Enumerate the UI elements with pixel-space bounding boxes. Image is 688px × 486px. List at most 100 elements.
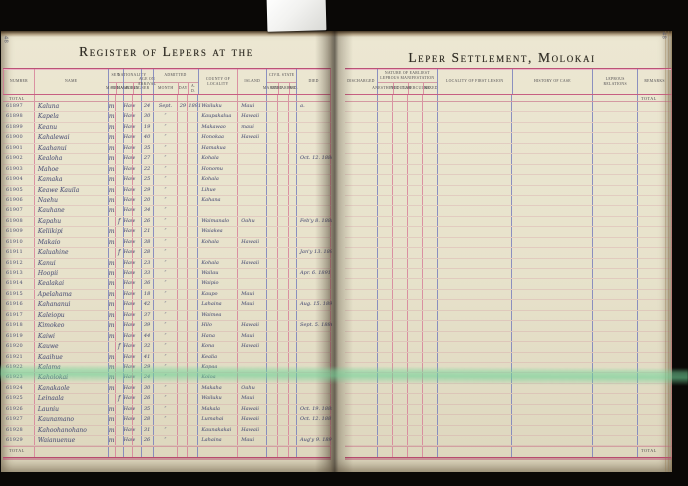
register-row <box>345 352 672 363</box>
register-cell-q6 <box>436 436 512 446</box>
register-row: 61918 Kimokeo m Haw 39 ″ Hilo Hawaii Sept. 5. 18… <box>3 321 334 332</box>
left-page: Register of Lepers at the Number Name Se… <box>1 31 336 472</box>
register-cell-il: maui <box>237 122 266 133</box>
register-cell-q9 <box>637 95 671 101</box>
register-cell-q4 <box>406 95 422 101</box>
register-cell-cw <box>288 258 296 268</box>
register-cell-ag <box>140 447 153 458</box>
register-cell-q6 <box>436 394 512 404</box>
register-cell-q5 <box>421 175 437 185</box>
register-row: 61921 Kaaihue m Haw 41 ″ Kealia <box>3 352 331 363</box>
register-row: 61925 Leinaala f Haw 26 ″ Wailuku Maui <box>3 394 331 405</box>
register-cell-nf <box>131 331 141 342</box>
register-row <box>345 331 672 343</box>
register-cell-am: ″ <box>152 112 178 122</box>
register-cell-q7 <box>511 237 592 248</box>
register-cell-cu <box>277 425 288 435</box>
register-cell-il <box>237 185 266 195</box>
register-cell-cw <box>288 154 296 164</box>
register-cell-q3 <box>391 383 407 394</box>
register-cell-am: ″ <box>152 394 178 404</box>
register-cell-dd: Aug'y 9. 1891 <box>296 436 335 446</box>
register-cell-lc: Kapaa <box>197 362 237 373</box>
register-cell-q6 <box>436 310 512 321</box>
register-cell-lc: Makala <box>197 404 237 415</box>
register-cell-il: Maui <box>237 289 266 300</box>
register-cell-ay <box>187 248 197 258</box>
total-row-bottom-left: Total <box>3 446 331 459</box>
register-cell-q4 <box>406 227 422 237</box>
register-cell-q1 <box>345 165 377 174</box>
register-cell-nm: Kaluna <box>33 102 108 112</box>
register-cell-q8 <box>592 206 637 216</box>
register-cell-q6 <box>436 206 512 216</box>
register-cell-cw <box>288 436 296 446</box>
col-header-died: Died <box>296 69 330 94</box>
register-cell-q8 <box>592 321 637 331</box>
register-cell-q6 <box>436 289 512 300</box>
register-cell-q6 <box>436 300 512 310</box>
register-cell-cm <box>266 362 277 373</box>
register-cell-nm <box>33 447 108 458</box>
register-cell-q9 <box>637 185 671 195</box>
register-row: 61911 Kaluahine f Haw 28 ″ Jan'y 13. 1891 <box>3 248 336 259</box>
register-row: 61899 Keanu m Haw 19 ″ Makawao maui <box>3 122 331 134</box>
register-cell-cm <box>266 164 277 175</box>
register-cell-dd: Sept. 5. 1886 <box>296 321 334 331</box>
register-cell-cu <box>277 331 288 342</box>
register-cell-lc: Kohala <box>197 175 237 185</box>
register-cell-sm: m <box>107 269 115 279</box>
register-cell-am: ″ <box>152 185 178 195</box>
register-cell-sf <box>114 112 123 122</box>
register-cell-am: ″ <box>152 321 178 331</box>
register-cell-q4 <box>406 195 422 206</box>
register-cell-q1 <box>345 186 377 195</box>
register-cell-q6 <box>436 154 512 164</box>
register-cell-q9 <box>637 383 671 394</box>
register-cell-il: Hawaii <box>237 342 266 352</box>
register-cell-nm: Keanu <box>33 122 108 133</box>
register-cell-q5 <box>421 415 437 425</box>
register-cell-sf <box>114 300 123 310</box>
register-cell-nf <box>131 310 141 321</box>
register-cell-q3 <box>391 404 407 415</box>
register-cell-ag: 37 <box>140 310 153 321</box>
register-cell-ad: 29 <box>177 102 187 112</box>
register-cell-dd <box>296 362 330 373</box>
register-cell-cu <box>277 279 288 289</box>
register-cell-q6 <box>436 447 512 458</box>
register-cell-nf <box>131 112 141 122</box>
register-cell-q9 <box>637 362 671 373</box>
register-cell-ag: 28 <box>140 248 153 258</box>
register-cell-nf <box>131 373 141 383</box>
register-cell-n: 61900 <box>6 134 23 141</box>
register-cell-lc <box>197 248 237 258</box>
register-cell-q8 <box>592 258 637 268</box>
register-cell-nh <box>122 95 132 101</box>
register-cell-cm <box>266 195 277 206</box>
register-cell-sf: f <box>114 248 123 258</box>
register-cell-il <box>237 352 266 362</box>
register-cell-dd <box>296 195 330 206</box>
register-cell-q9 <box>637 206 671 216</box>
register-cell-ag: 34 <box>140 206 153 216</box>
register-cell-sm: m <box>107 321 115 331</box>
register-cell-ag: 24 <box>140 373 153 383</box>
register-cell-nf <box>131 394 141 404</box>
register-cell-cu <box>277 237 288 248</box>
register-cell-ad <box>177 373 187 383</box>
register-cell-dd <box>296 133 330 143</box>
register-row: 61919 Kaiwi m Haw 44 ″ Hana Maui <box>3 331 331 343</box>
register-cell-n: 61908 <box>6 217 23 224</box>
register-cell-nh: Haw <box>122 300 135 310</box>
register-cell-q7 <box>511 102 592 112</box>
register-cell-cw <box>288 383 296 394</box>
register-cell-q6 <box>436 216 512 227</box>
register-cell-nh: Haw <box>122 310 135 321</box>
register-cell-dd: Oct. 12. 1886 <box>296 154 334 164</box>
register-cell-nm: Kanakaole <box>33 383 108 394</box>
register-cell-nm: Kaaihue <box>33 352 108 362</box>
register-cell-cm <box>266 447 277 458</box>
register-cell-q1 <box>345 259 377 268</box>
register-cell-q6 <box>436 383 512 394</box>
